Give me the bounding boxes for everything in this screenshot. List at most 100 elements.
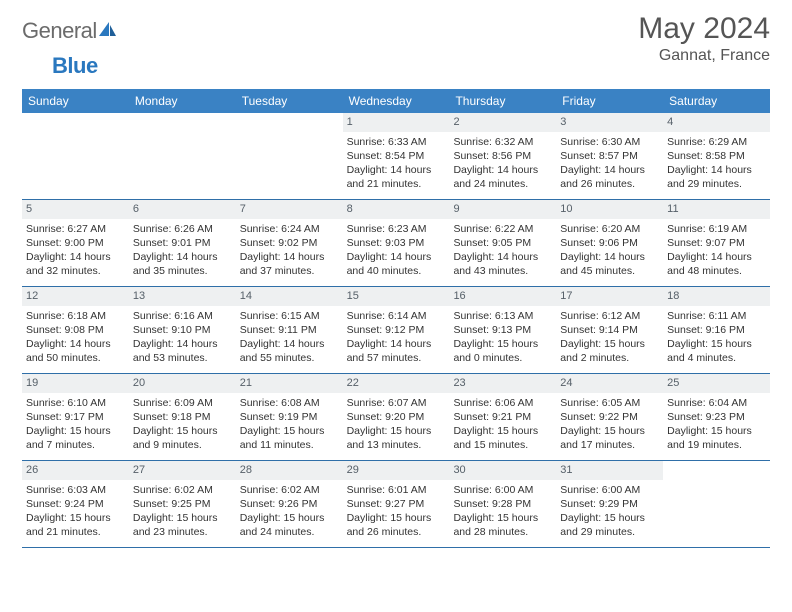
- day-info-line: Sunrise: 6:18 AM: [26, 309, 125, 323]
- day-info-line: Sunrise: 6:24 AM: [240, 222, 339, 236]
- day-info-line: Daylight: 15 hours: [560, 424, 659, 438]
- weekday-header: Sunday Monday Tuesday Wednesday Thursday…: [22, 89, 770, 113]
- calendar-week: 1Sunrise: 6:33 AMSunset: 8:54 PMDaylight…: [22, 113, 770, 200]
- day-info-line: Sunset: 9:17 PM: [26, 410, 125, 424]
- day-info-line: and 26 minutes.: [347, 525, 446, 539]
- day-number: 5: [22, 200, 129, 219]
- day-info-line: and 45 minutes.: [560, 264, 659, 278]
- day-info-line: Sunset: 9:13 PM: [453, 323, 552, 337]
- day-info-line: Sunrise: 6:22 AM: [453, 222, 552, 236]
- calendar-cell: 19Sunrise: 6:10 AMSunset: 9:17 PMDayligh…: [22, 374, 129, 460]
- day-number: 7: [236, 200, 343, 219]
- day-info-line: Sunset: 9:16 PM: [667, 323, 766, 337]
- day-number: 28: [236, 461, 343, 480]
- calendar-cell: 22Sunrise: 6:07 AMSunset: 9:20 PMDayligh…: [343, 374, 450, 460]
- day-info-line: Sunset: 9:23 PM: [667, 410, 766, 424]
- calendar-cell: 8Sunrise: 6:23 AMSunset: 9:03 PMDaylight…: [343, 200, 450, 286]
- calendar-cell: [236, 113, 343, 199]
- calendar-cell: 20Sunrise: 6:09 AMSunset: 9:18 PMDayligh…: [129, 374, 236, 460]
- day-info-line: Sunrise: 6:20 AM: [560, 222, 659, 236]
- day-info-line: and 43 minutes.: [453, 264, 552, 278]
- day-info-line: and 4 minutes.: [667, 351, 766, 365]
- day-info-line: Sunrise: 6:03 AM: [26, 483, 125, 497]
- day-number: 6: [129, 200, 236, 219]
- day-info-line: Daylight: 15 hours: [453, 511, 552, 525]
- day-info-line: Sunset: 9:08 PM: [26, 323, 125, 337]
- day-info-line: Daylight: 15 hours: [240, 511, 339, 525]
- weekday-sunday: Sunday: [22, 89, 129, 113]
- calendar-cell: 28Sunrise: 6:02 AMSunset: 9:26 PMDayligh…: [236, 461, 343, 547]
- day-info-line: Daylight: 14 hours: [26, 250, 125, 264]
- calendar-cell: 30Sunrise: 6:00 AMSunset: 9:28 PMDayligh…: [449, 461, 556, 547]
- day-info-line: and 19 minutes.: [667, 438, 766, 452]
- day-info-line: Daylight: 15 hours: [667, 424, 766, 438]
- day-number: 18: [663, 287, 770, 306]
- day-info-line: and 0 minutes.: [453, 351, 552, 365]
- day-info-line: and 57 minutes.: [347, 351, 446, 365]
- calendar-cell: 14Sunrise: 6:15 AMSunset: 9:11 PMDayligh…: [236, 287, 343, 373]
- day-info-line: Daylight: 15 hours: [347, 511, 446, 525]
- logo-text-blue: Blue: [52, 53, 98, 78]
- day-info-line: and 17 minutes.: [560, 438, 659, 452]
- day-info-line: Sunrise: 6:32 AM: [453, 135, 552, 149]
- weekday-saturday: Saturday: [663, 89, 770, 113]
- calendar-grid: 1Sunrise: 6:33 AMSunset: 8:54 PMDaylight…: [22, 113, 770, 548]
- calendar-cell: 4Sunrise: 6:29 AMSunset: 8:58 PMDaylight…: [663, 113, 770, 199]
- day-info-line: and 13 minutes.: [347, 438, 446, 452]
- day-number: 4: [663, 113, 770, 132]
- month-title: May 2024: [638, 12, 770, 45]
- day-number: 3: [556, 113, 663, 132]
- weekday-wednesday: Wednesday: [343, 89, 450, 113]
- day-info-line: Sunset: 9:29 PM: [560, 497, 659, 511]
- day-number: 14: [236, 287, 343, 306]
- calendar-cell: 24Sunrise: 6:05 AMSunset: 9:22 PMDayligh…: [556, 374, 663, 460]
- day-info-line: Sunrise: 6:14 AM: [347, 309, 446, 323]
- day-number: 15: [343, 287, 450, 306]
- calendar-week: 26Sunrise: 6:03 AMSunset: 9:24 PMDayligh…: [22, 461, 770, 548]
- day-info-line: Sunrise: 6:27 AM: [26, 222, 125, 236]
- day-number: 29: [343, 461, 450, 480]
- calendar-cell: 25Sunrise: 6:04 AMSunset: 9:23 PMDayligh…: [663, 374, 770, 460]
- weekday-friday: Friday: [556, 89, 663, 113]
- calendar-cell: 15Sunrise: 6:14 AMSunset: 9:12 PMDayligh…: [343, 287, 450, 373]
- day-number: 9: [449, 200, 556, 219]
- calendar-cell: 18Sunrise: 6:11 AMSunset: 9:16 PMDayligh…: [663, 287, 770, 373]
- day-info-line: and 50 minutes.: [26, 351, 125, 365]
- day-info-line: Sunrise: 6:06 AM: [453, 396, 552, 410]
- calendar-cell: 10Sunrise: 6:20 AMSunset: 9:06 PMDayligh…: [556, 200, 663, 286]
- day-info-line: Sunset: 9:01 PM: [133, 236, 232, 250]
- day-number: 16: [449, 287, 556, 306]
- day-number: 30: [449, 461, 556, 480]
- day-info-line: and 32 minutes.: [26, 264, 125, 278]
- day-info-line: Sunrise: 6:23 AM: [347, 222, 446, 236]
- day-info-line: and 35 minutes.: [133, 264, 232, 278]
- day-info-line: Daylight: 14 hours: [26, 337, 125, 351]
- day-info-line: Daylight: 14 hours: [347, 337, 446, 351]
- day-info-line: Sunrise: 6:07 AM: [347, 396, 446, 410]
- calendar-week: 19Sunrise: 6:10 AMSunset: 9:17 PMDayligh…: [22, 374, 770, 461]
- day-info-line: Sunrise: 6:00 AM: [453, 483, 552, 497]
- day-info-line: Daylight: 15 hours: [240, 424, 339, 438]
- day-info-line: Sunrise: 6:04 AM: [667, 396, 766, 410]
- day-info-line: Sunset: 8:57 PM: [560, 149, 659, 163]
- day-info-line: Daylight: 14 hours: [240, 250, 339, 264]
- calendar-cell: [663, 461, 770, 547]
- weekday-monday: Monday: [129, 89, 236, 113]
- day-info-line: Daylight: 15 hours: [560, 511, 659, 525]
- day-info-line: and 53 minutes.: [133, 351, 232, 365]
- day-info-line: Sunset: 9:11 PM: [240, 323, 339, 337]
- day-number: 31: [556, 461, 663, 480]
- day-info-line: Daylight: 14 hours: [667, 163, 766, 177]
- day-info-line: and 9 minutes.: [133, 438, 232, 452]
- day-info-line: Daylight: 15 hours: [26, 511, 125, 525]
- day-info-line: Sunrise: 6:16 AM: [133, 309, 232, 323]
- day-info-line: Daylight: 14 hours: [560, 250, 659, 264]
- day-info-line: Sunset: 9:00 PM: [26, 236, 125, 250]
- day-info-line: Sunset: 9:10 PM: [133, 323, 232, 337]
- day-info-line: Daylight: 15 hours: [133, 424, 232, 438]
- day-info-line: Sunrise: 6:30 AM: [560, 135, 659, 149]
- calendar-cell: 7Sunrise: 6:24 AMSunset: 9:02 PMDaylight…: [236, 200, 343, 286]
- day-info-line: Sunrise: 6:01 AM: [347, 483, 446, 497]
- day-info-line: Daylight: 14 hours: [667, 250, 766, 264]
- day-info-line: and 40 minutes.: [347, 264, 446, 278]
